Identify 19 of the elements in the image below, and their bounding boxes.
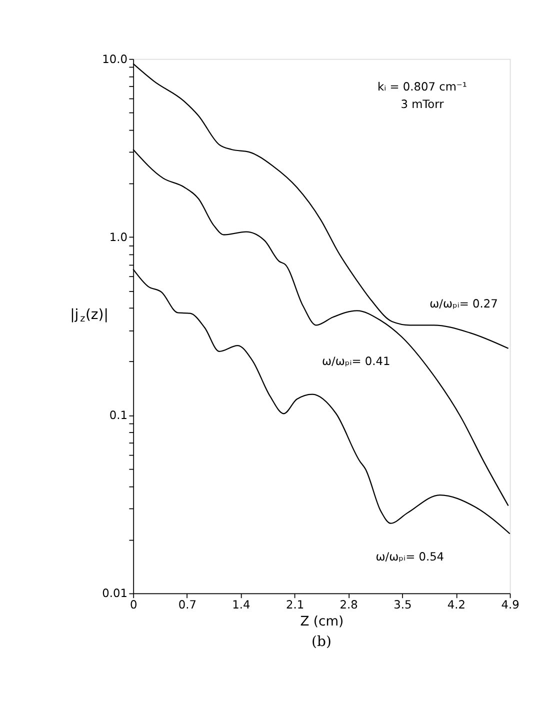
y-tick-label: 10.0 [102, 52, 128, 66]
x-tick-label: 0 [130, 598, 138, 612]
x-tick-label: 2.1 [286, 598, 304, 612]
x-axis-title: Z (cm) [300, 614, 344, 630]
annotation: kᵢ = 0.807 cm⁻¹ [378, 79, 467, 94]
series-label: ω/ωₚᵢ= 0.27 [430, 296, 498, 311]
y-tick-label: 0.01 [102, 586, 128, 600]
text: ω/ωₚᵢ= 0.54 [376, 549, 444, 564]
x-tick-label: 4.2 [447, 598, 466, 612]
x-tick-label: 1.4 [232, 598, 250, 612]
x-tick-label: 3.5 [394, 598, 412, 612]
x-tick-label: 0.7 [178, 598, 196, 612]
y-tick-label: 1.0 [109, 230, 128, 244]
x-tick-label: 2.8 [340, 598, 358, 612]
series-label: ω/ωₚᵢ= 0.41 [322, 354, 390, 368]
x-tick-label: 4.9 [501, 598, 520, 612]
y-tick-label: 0.1 [109, 408, 128, 422]
text: (b) [312, 634, 332, 650]
annotation: 3 mTorr [400, 96, 444, 111]
